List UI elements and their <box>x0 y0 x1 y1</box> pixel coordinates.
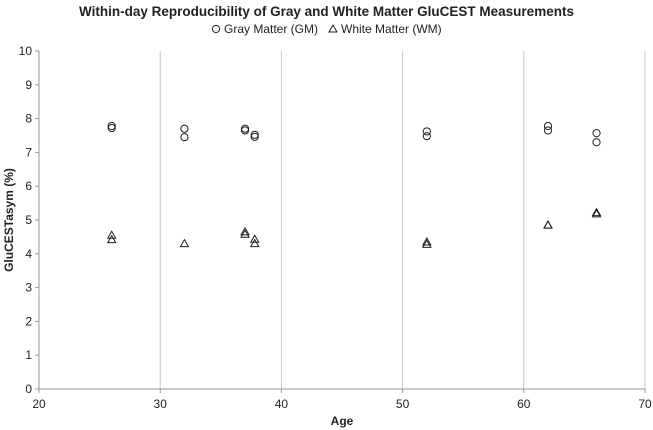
axes <box>35 50 646 393</box>
gm-data-point <box>180 133 189 142</box>
y-tick-label: 7 <box>25 145 32 159</box>
y-tick-label: 0 <box>25 382 32 396</box>
y-tick-label: 4 <box>25 247 32 261</box>
x-tick-label: 40 <box>275 397 289 411</box>
x-tick-label: 60 <box>517 397 531 411</box>
y-tick-label: 5 <box>25 213 32 227</box>
wm-data-point <box>421 236 432 246</box>
wm-data-point <box>421 239 432 248</box>
legend-gm-label: Gray Matter (GM) <box>224 22 318 36</box>
gm-data-point <box>592 138 601 147</box>
gm-data-point <box>422 127 431 136</box>
wm-data-point <box>240 229 250 238</box>
legend-gm-marker <box>211 24 221 34</box>
gm-data-point <box>422 132 431 141</box>
legend-wm-label: White Matter (WM) <box>341 22 442 36</box>
gm-data-point <box>543 121 553 131</box>
tick-labels: 0 1 2 3 4 5 6 7 8 9 10 20 30 40 50 60 70 <box>19 44 652 411</box>
chart-title: Within-day Reproducibility of Gray and W… <box>79 4 574 19</box>
x-tick-label: 50 <box>396 397 410 411</box>
gm-data-point <box>180 124 189 133</box>
wm-data-point <box>543 220 553 229</box>
y-tick-label: 1 <box>25 348 32 362</box>
y-tick-label: 6 <box>25 179 32 193</box>
gm-data-point <box>107 121 116 131</box>
x-tick-label: 20 <box>32 397 46 411</box>
legend-wm-marker <box>328 23 338 33</box>
wm-data-point <box>240 226 250 236</box>
wm-data-point <box>249 234 260 243</box>
wm-data-point <box>179 238 190 248</box>
data-points <box>106 121 602 248</box>
y-tick-label: 2 <box>25 314 32 328</box>
x-axis-label: Age <box>331 414 354 428</box>
y-axis-label: GluCESTasym (%) <box>2 168 16 272</box>
x-tick-label: 30 <box>154 397 168 411</box>
gm-data-point <box>592 129 601 138</box>
y-tick-label: 8 <box>25 112 32 126</box>
gm-data-point <box>107 123 116 133</box>
gm-data-point <box>240 126 250 135</box>
wm-data-point <box>106 230 117 239</box>
y-tick-label: 10 <box>19 44 33 58</box>
wm-data-point <box>591 207 602 217</box>
gm-data-point <box>543 126 553 135</box>
gm-data-point <box>250 132 259 141</box>
wm-data-point <box>543 220 553 229</box>
grid-lines <box>159 51 646 389</box>
y-tick-label: 9 <box>25 78 32 92</box>
wm-data-point <box>249 238 260 248</box>
legend: Gray Matter (GM) White Matter (WM) <box>211 22 442 36</box>
wm-data-point <box>106 234 117 244</box>
gm-data-point <box>240 124 250 133</box>
x-tick-label: 70 <box>638 397 652 411</box>
wm-data-point <box>591 208 602 218</box>
y-tick-label: 3 <box>25 281 32 295</box>
gm-data-point <box>250 130 259 139</box>
